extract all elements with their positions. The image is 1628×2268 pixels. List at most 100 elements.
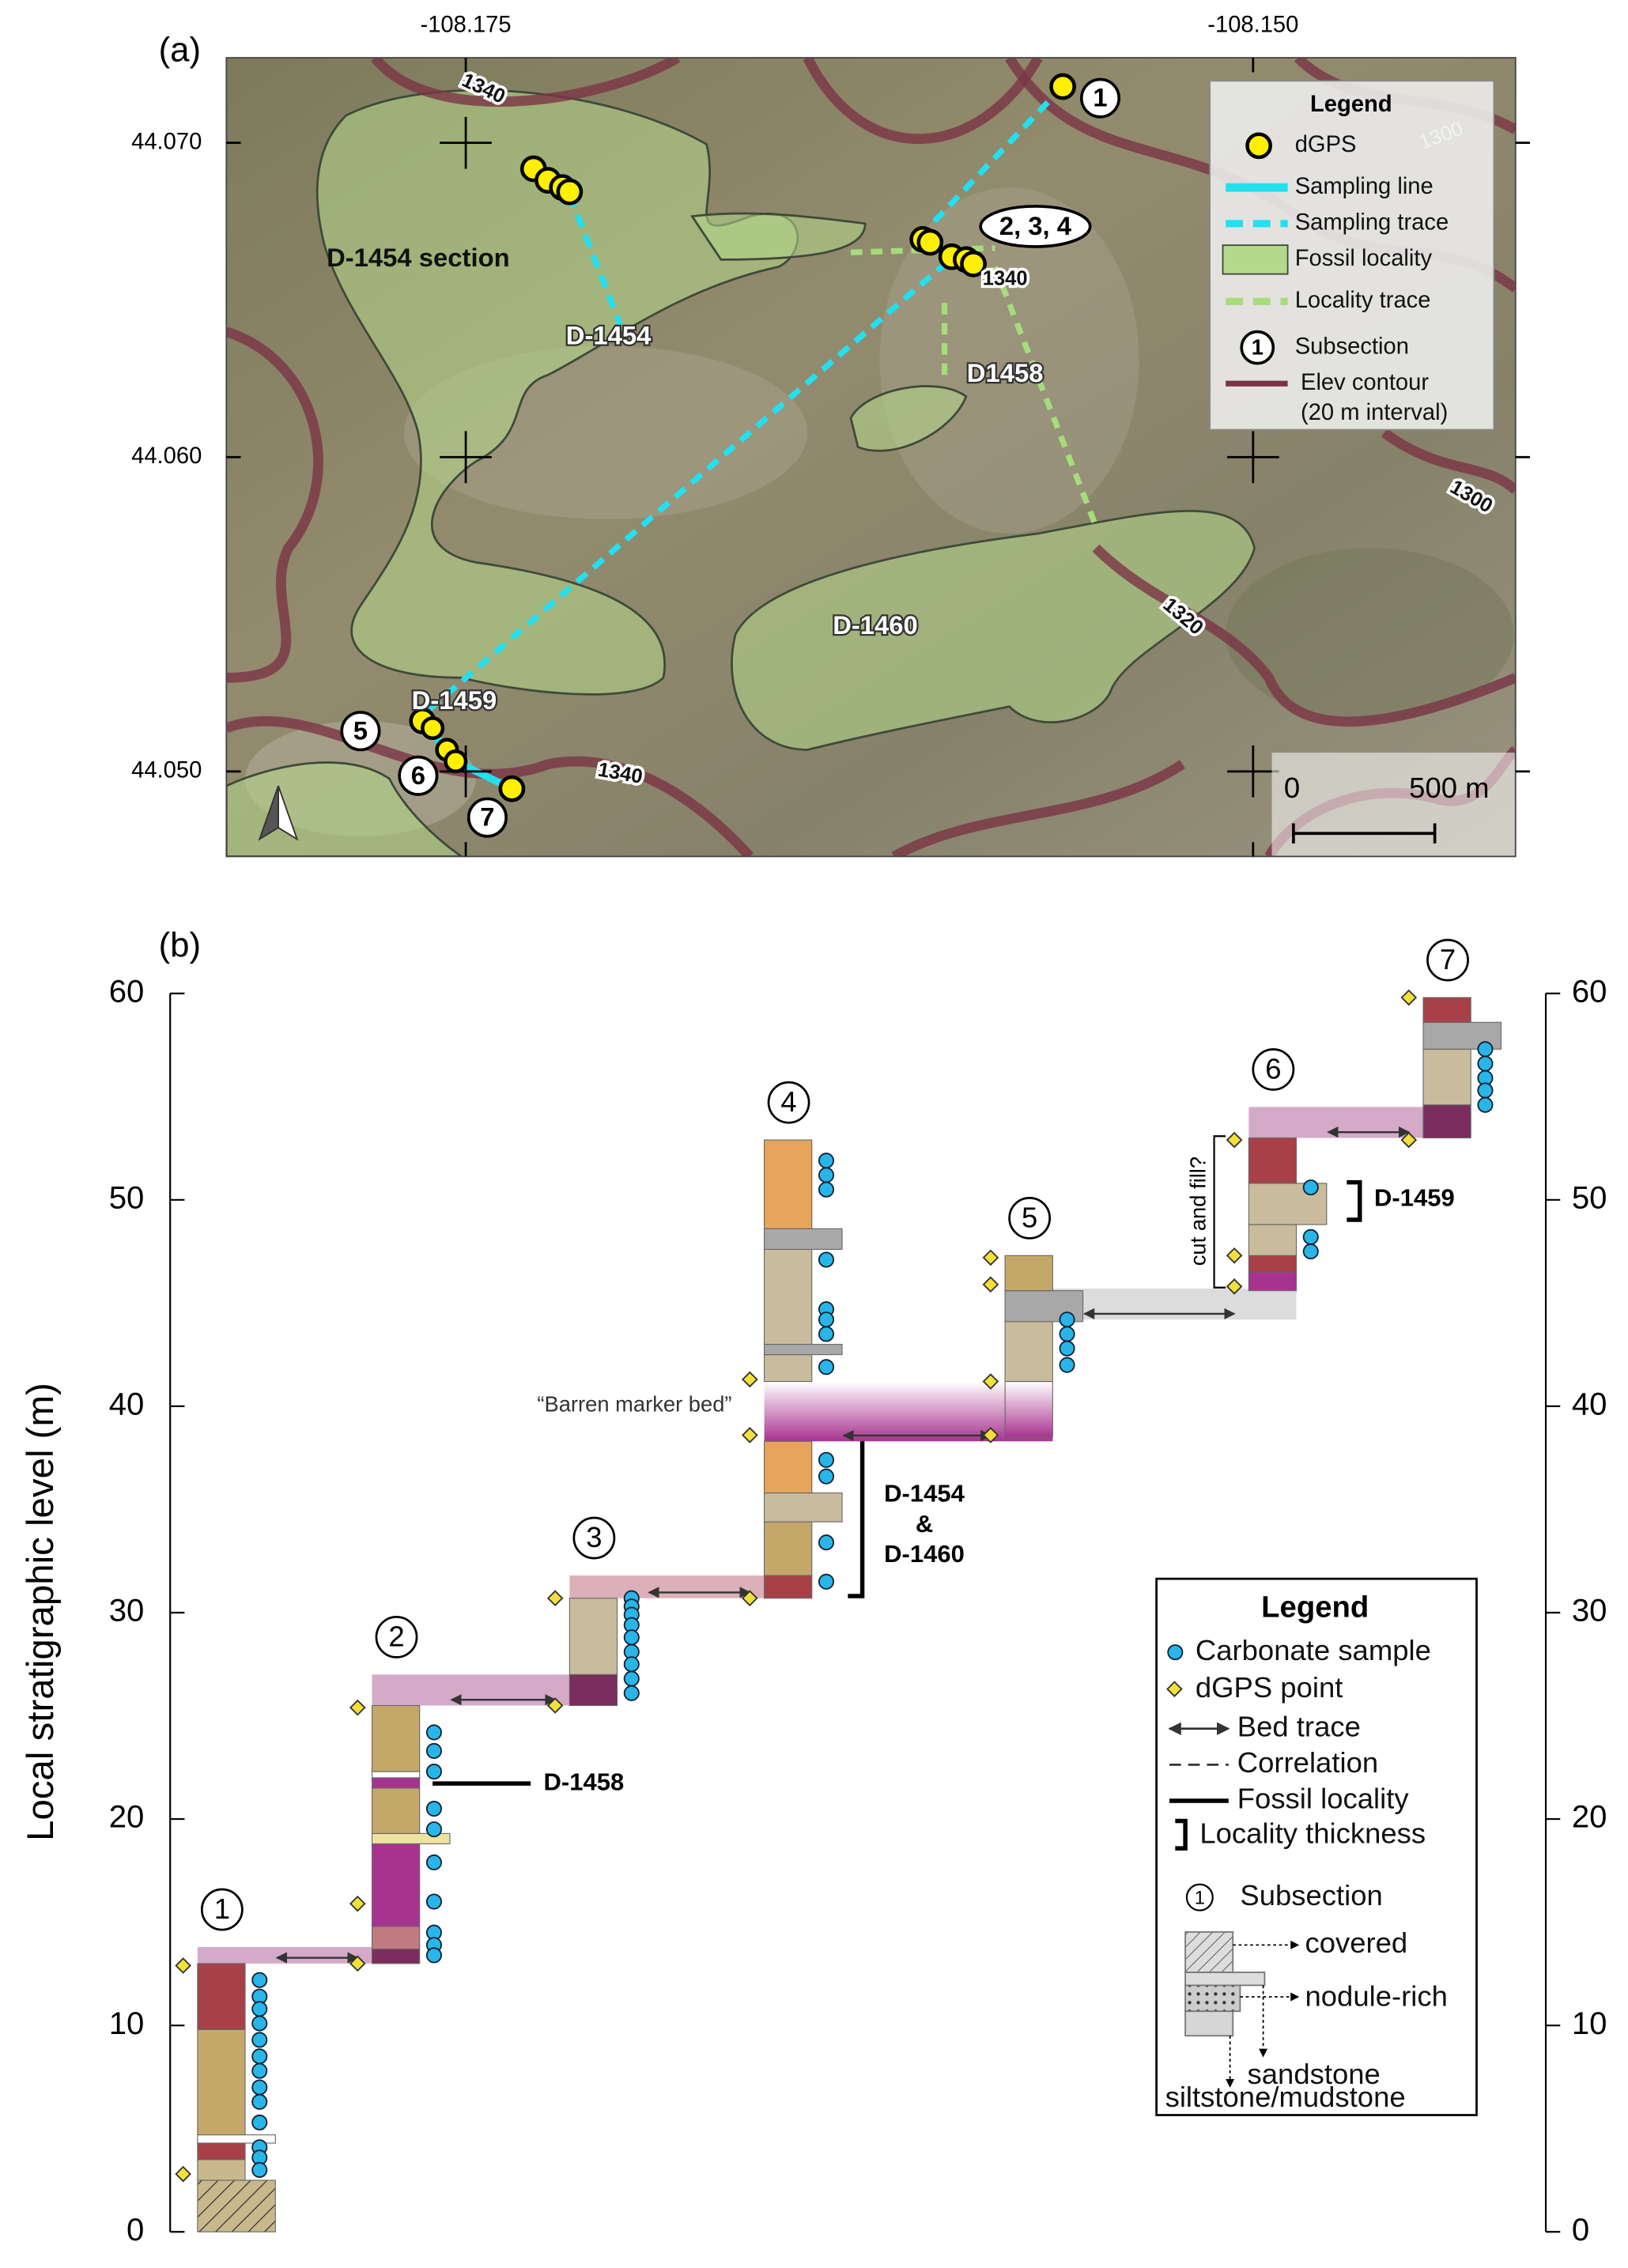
bed [371, 1949, 421, 1964]
dgps-point [1400, 1131, 1418, 1149]
bed [371, 1777, 421, 1789]
subsection-marker [1252, 1047, 1295, 1091]
bed [1248, 1137, 1297, 1184]
subsection-label: 6 [411, 760, 425, 790]
y-tick-label: 10 [109, 2006, 145, 2041]
legend-item: Carbonate sample [1196, 1634, 1431, 1666]
subsection-label: 5 [1022, 1201, 1037, 1233]
lon-label: -108.150 [1207, 13, 1298, 38]
bed [568, 1598, 618, 1675]
carbonate-sample [425, 1821, 442, 1838]
legend-item: Fossil locality [1295, 246, 1433, 271]
annotation: D-1458 [544, 1768, 625, 1795]
carbonate-sample [425, 1763, 442, 1780]
annotation: & [916, 1510, 933, 1538]
north-arrow [258, 785, 279, 841]
bed [197, 1963, 246, 2030]
contour [891, 760, 1186, 857]
legend-item: (20 m interval) [1301, 400, 1448, 425]
carbonate-sample [1302, 1179, 1319, 1196]
dgps-point [982, 1373, 999, 1390]
y-tick-label: 20 [1572, 1799, 1607, 1835]
fossil-locality [690, 212, 867, 261]
y-tick-label: 40 [1572, 1386, 1607, 1421]
carbonate-sample [1059, 1311, 1075, 1328]
legend-item: Locality thickness [1199, 1817, 1426, 1849]
terrain [879, 187, 1139, 534]
subsection-marker [1426, 938, 1469, 982]
subsection-marker [340, 711, 381, 752]
carbonate-sample [425, 1947, 442, 1964]
carbonate-sample [425, 1724, 442, 1741]
legend-item: Locality trace [1295, 288, 1431, 313]
subsection-labels: 1 2, 3, 4 5 6 7 [353, 83, 1108, 832]
legend-title: Legend [1261, 1591, 1369, 1625]
lat-label: 44.070 [131, 129, 202, 154]
y-tick-label: 50 [1572, 1179, 1607, 1215]
bed [764, 1139, 813, 1229]
y-tick-label: 0 [1572, 2212, 1589, 2247]
graticule-cross [440, 116, 492, 169]
y-tick-label: 40 [109, 1386, 145, 1421]
subsection-label: 7 [480, 802, 494, 832]
carbonate-sample [1477, 1096, 1494, 1113]
fossil-locality [226, 761, 463, 857]
legend-item: dGPS point [1196, 1671, 1343, 1704]
carbonate-sample [1059, 1357, 1075, 1373]
bed [371, 1926, 421, 1950]
annotation: D-1459 [1374, 1184, 1455, 1212]
sampling-trace [419, 246, 965, 719]
carbonate-sample [251, 2015, 268, 2032]
bed [764, 1575, 813, 1599]
carbonate-sample [623, 1629, 640, 1646]
carbonate-sample [1477, 1082, 1494, 1099]
contour [226, 715, 754, 857]
carbonate-sample [1059, 1326, 1075, 1342]
carbonate-sample [818, 1153, 835, 1169]
lithology-label: siltstone/mudstone [1165, 2081, 1406, 2113]
subsection-label: 5 [353, 715, 368, 745]
locality-label: D-1454 section [327, 243, 510, 272]
carbonate-sample [251, 2001, 268, 2017]
y-tick-label: 20 [109, 1799, 145, 1835]
y-tick-label: 30 [1572, 1593, 1607, 1628]
lat-label: 44.060 [131, 443, 202, 469]
graticule-cross [440, 431, 492, 484]
subsection-marker [466, 797, 508, 838]
dgps-point [444, 749, 468, 774]
annotation: “Barren marker bed” [537, 1391, 731, 1416]
carbonate-sample [818, 1311, 835, 1328]
locality-label: D-1454 [566, 321, 652, 350]
bed [764, 1248, 813, 1345]
legend-symbol-label: 1 [1195, 1888, 1205, 1908]
bed [1422, 1048, 1471, 1106]
legend-symbol [1175, 1818, 1188, 1851]
bed [197, 2159, 246, 2181]
bed [568, 1674, 618, 1707]
subsection-marker [1008, 1196, 1052, 1240]
subsection-label: 1 [214, 1893, 230, 1925]
lithology-label: sandstone [1248, 2058, 1381, 2090]
dgps-point [1400, 989, 1418, 1006]
carbonate-sample [251, 2161, 268, 2178]
bed [764, 1354, 813, 1383]
lithology-sample [1184, 1984, 1241, 2013]
bed [197, 2142, 246, 2160]
dgps-point [742, 1590, 758, 1607]
legend-title: Legend [1310, 92, 1392, 117]
contour-label: 1340 [983, 268, 1028, 290]
dgps-point [546, 1590, 564, 1607]
map-ticks [226, 58, 1530, 857]
carbonate-sample [251, 2062, 268, 2079]
bed [371, 1704, 421, 1772]
carbonate-sample [818, 1451, 835, 1468]
carbonate-sample [818, 1251, 835, 1268]
carbonate-sample [251, 2032, 268, 2048]
y-tick-label: 30 [109, 1593, 145, 1628]
legend-symbol [1245, 132, 1272, 160]
sampling-trace [566, 194, 623, 326]
subsection-label: 3 [586, 1521, 602, 1553]
locality-trace [850, 245, 995, 255]
y-axis-label: Local stratigraphic level (m) [20, 1383, 62, 1841]
terrain [1226, 548, 1514, 721]
